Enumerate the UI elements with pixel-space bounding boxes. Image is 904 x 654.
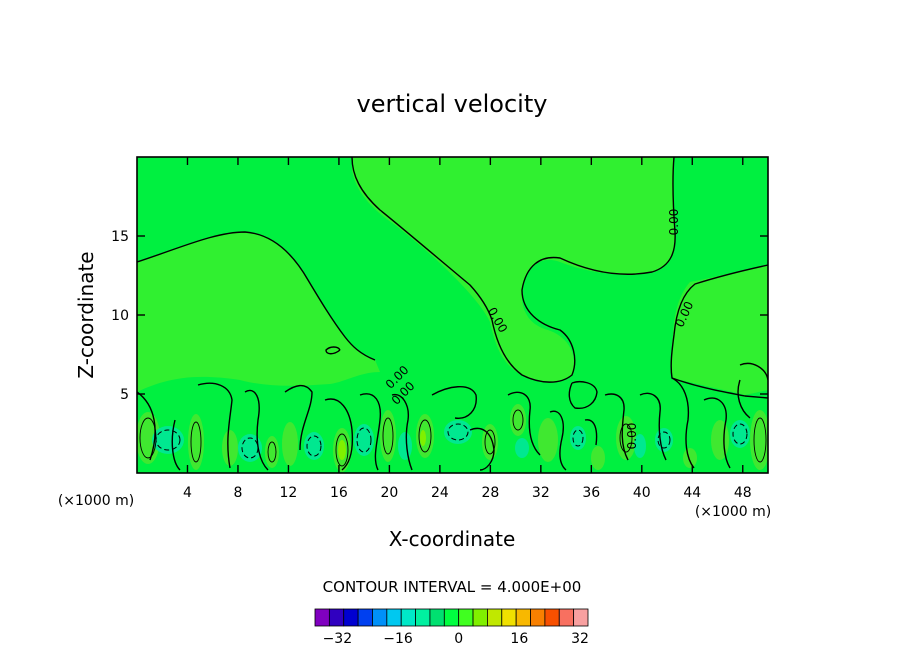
x-tick-label: 48 — [734, 485, 752, 501]
contour-interval-text: CONTOUR INTERVAL = 4.000E+00 — [323, 578, 582, 596]
colorbar-swatch — [472, 608, 488, 627]
colorbar-swatch — [530, 608, 546, 627]
x-tick-label: 8 — [233, 485, 242, 501]
colorbar-swatch — [372, 608, 388, 627]
x-tick-label: 16 — [330, 485, 348, 501]
contour-negative-dashed — [155, 423, 748, 459]
colorbar-tick-label: −16 — [383, 631, 413, 647]
contour-zero-lower — [137, 346, 768, 471]
colorbar-swatch — [458, 608, 474, 627]
colorbar-swatch — [328, 608, 345, 627]
contour-positive-inner — [139, 409, 767, 467]
y-axis-unit: (×1000 m) — [58, 493, 134, 509]
colorbar-swatch — [487, 608, 503, 627]
x-tick-label: 28 — [481, 485, 499, 501]
y-tick-label: 15 — [111, 229, 129, 245]
y-tick-label: 5 — [120, 387, 129, 403]
x-tick-label: 20 — [380, 485, 398, 501]
x-axis: 4 8 12 16 20 24 28 32 36 40 44 48 — [183, 157, 752, 501]
colorbar-swatch — [573, 608, 589, 627]
x-tick-label: 32 — [532, 485, 550, 501]
colorbar-swatch — [343, 608, 359, 627]
y-axis-title: Z-coordinate — [74, 251, 98, 378]
contour-zero-upper-left — [137, 231, 376, 361]
colorbar-swatch — [429, 608, 445, 627]
colorbar-tick-label: 16 — [510, 631, 528, 647]
field-region-top-center — [352, 157, 676, 382]
x-tick-label: 4 — [183, 485, 192, 501]
x-tick-label: 36 — [582, 485, 600, 501]
plot-area: 0.00 0.00 0.00 0.00 0.00 0.00 — [137, 157, 768, 473]
y-tick-label: 10 — [111, 308, 129, 324]
colorbar-swatch — [400, 608, 416, 627]
field-region-upper-right — [671, 265, 768, 395]
contour-lines — [137, 157, 768, 471]
contour-label: 0.00 — [625, 423, 639, 450]
colorbar-swatch — [386, 608, 402, 627]
x-tick-label: 24 — [431, 485, 449, 501]
x-axis-title: X-coordinate — [389, 527, 516, 551]
colorbar-swatch — [544, 608, 560, 627]
colorbar-swatch — [314, 608, 330, 627]
x-tick-label: 44 — [683, 485, 701, 501]
colorbar-swatch — [515, 608, 531, 627]
colorbar-swatch — [558, 608, 575, 627]
colorbar-tick-label: 32 — [571, 631, 589, 647]
chart-title: vertical velocity — [357, 90, 548, 118]
contour-zero-right — [670, 264, 768, 399]
colorbar-swatch — [443, 608, 460, 627]
colorbar: −32 −16 0 16 32 — [314, 608, 589, 647]
x-tick-label: 40 — [633, 485, 651, 501]
colorbar-swatch — [357, 608, 373, 627]
x-axis-unit: (×1000 m) — [695, 504, 771, 520]
y-axis: 5 10 15 — [111, 229, 768, 403]
field-region-upper-left — [137, 232, 380, 392]
colorbar-swatch — [501, 608, 517, 627]
colorbar-swatch — [415, 608, 431, 627]
x-tick-label: 12 — [280, 485, 298, 501]
colorbar-tick-label: −32 — [323, 631, 353, 647]
colorbar-tick-label: 0 — [454, 631, 463, 647]
contour-zero-top-center — [351, 157, 676, 383]
contour-label: 0.00 — [667, 209, 681, 236]
